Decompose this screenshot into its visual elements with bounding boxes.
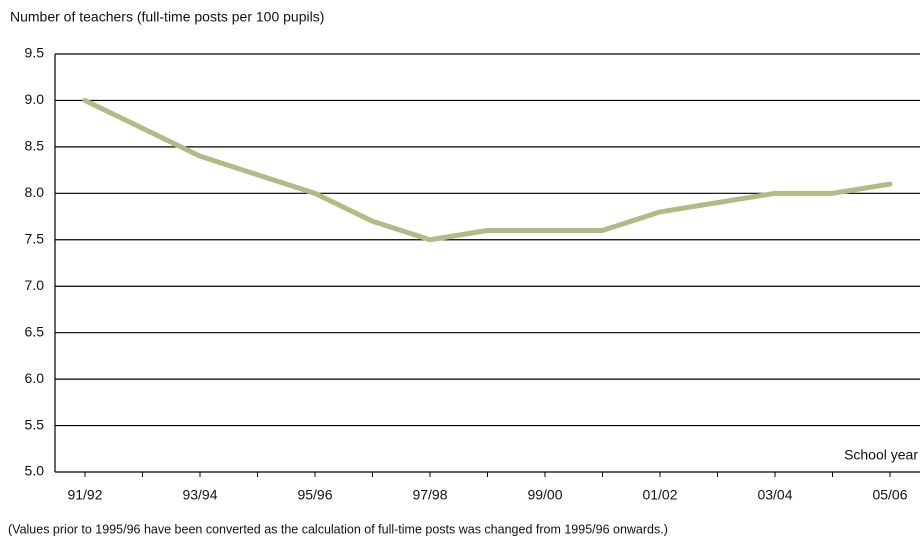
x-tick-label: 99/00 — [527, 487, 562, 503]
x-tick-label: 01/02 — [642, 487, 677, 503]
line-series — [82, 97, 893, 243]
y-tick-label: 7.5 — [25, 230, 45, 246]
y-tick-label: 5.0 — [25, 463, 45, 479]
y-tick-label: 9.5 — [25, 45, 45, 61]
x-tick-label: 91/92 — [67, 487, 102, 503]
x-tick-label: 93/94 — [182, 487, 217, 503]
x-tick-label: 05/06 — [872, 487, 907, 503]
y-tick-label: 8.5 — [25, 138, 45, 154]
chart-title: Number of teachers (full-time posts per … — [10, 9, 324, 25]
x-tick-label: 95/96 — [297, 487, 332, 503]
x-axis-label: School year — [844, 447, 918, 463]
x-tick-label: 97/98 — [412, 487, 447, 503]
footnote: (Values prior to 1995/96 have been conve… — [8, 522, 668, 536]
x-tick-label: 03/04 — [757, 487, 792, 503]
y-tick-label: 7.0 — [25, 277, 45, 293]
y-tick-label: 8.0 — [25, 184, 45, 200]
y-tick-label: 9.0 — [25, 91, 45, 107]
y-tick-label: 6.5 — [25, 323, 45, 339]
y-tick-label: 5.5 — [25, 416, 45, 432]
y-tick-label: 6.0 — [25, 370, 45, 386]
